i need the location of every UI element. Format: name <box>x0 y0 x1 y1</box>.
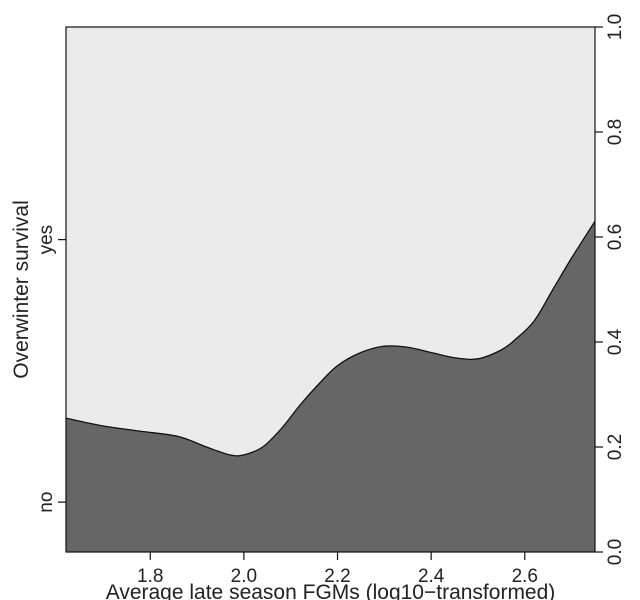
x-tick-label: 2.4 <box>418 566 445 587</box>
y-left-axis: no yes <box>36 225 66 513</box>
y-right-tick-label: 1.0 <box>605 14 626 40</box>
y-left-tick-label: yes <box>36 225 57 255</box>
x-axis: 1.8 2.0 2.2 2.4 2.6 <box>137 552 538 587</box>
x-tick-label: 2.2 <box>324 566 350 587</box>
x-tick-label: 1.8 <box>137 566 163 587</box>
y-right-tick-label: 0.6 <box>605 224 626 250</box>
y-right-tick-label: 0.0 <box>605 539 626 565</box>
x-tick-label: 2.0 <box>231 566 257 587</box>
y-right-tick-label: 0.2 <box>605 434 626 460</box>
y-right-tick-label: 0.8 <box>605 119 626 145</box>
lower-area-no <box>66 221 595 552</box>
y-left-tick-label: no <box>36 492 57 513</box>
y-right-axis: 0.0 0.2 0.4 0.6 0.8 1.0 <box>595 14 626 565</box>
y-right-tick-label: 0.4 <box>605 328 626 355</box>
y-axis-title: Overwinter survival <box>10 200 33 379</box>
plot-frame <box>65 26 596 553</box>
x-tick-label: 2.6 <box>512 566 538 587</box>
survival-boundary-line <box>65 220 596 457</box>
x-axis-title: Average late season FGMs (log10−transfor… <box>106 581 556 600</box>
